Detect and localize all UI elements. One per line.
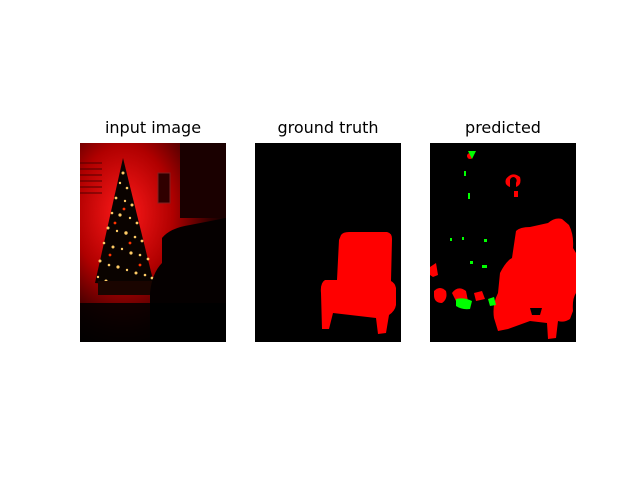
presents — [98, 281, 153, 295]
misclassified-blob — [462, 237, 464, 240]
ground-truth-title: ground truth — [277, 118, 379, 137]
misclassified-blob — [482, 265, 487, 268]
predicted-blob — [474, 291, 485, 301]
floor — [80, 303, 226, 342]
doorway — [180, 143, 226, 218]
misclassified-blob — [468, 151, 476, 159]
misclassified-blob — [484, 239, 487, 242]
predicted-blob — [505, 174, 521, 187]
predicted-blob — [434, 288, 447, 303]
predicted-gap — [530, 308, 542, 315]
tree-lights — [96, 171, 154, 283]
misclassified-blob — [468, 193, 470, 199]
predicted-mask — [430, 143, 576, 342]
predicted-title: predicted — [465, 118, 541, 137]
blinds — [80, 162, 102, 194]
misclassified-blob — [470, 261, 473, 264]
chair-mask — [320, 232, 396, 334]
predicted-blob — [514, 191, 518, 197]
predicted-chair-region — [493, 218, 576, 339]
picture-frame — [157, 172, 171, 204]
tree-ornaments — [108, 207, 142, 267]
ground-truth-panel — [255, 143, 401, 342]
misclassified-blob — [488, 297, 496, 306]
predicted-blob — [548, 319, 554, 331]
ground-truth-mask — [255, 143, 401, 342]
input-image-panel — [80, 143, 226, 342]
input-image — [80, 143, 226, 342]
predicted-blob — [430, 263, 438, 277]
misclassified-blob — [456, 298, 472, 310]
predicted-panel — [430, 143, 576, 342]
misclassified-blob — [450, 238, 452, 241]
misclassified-blob — [464, 171, 466, 176]
input-image-title: input image — [104, 118, 202, 137]
